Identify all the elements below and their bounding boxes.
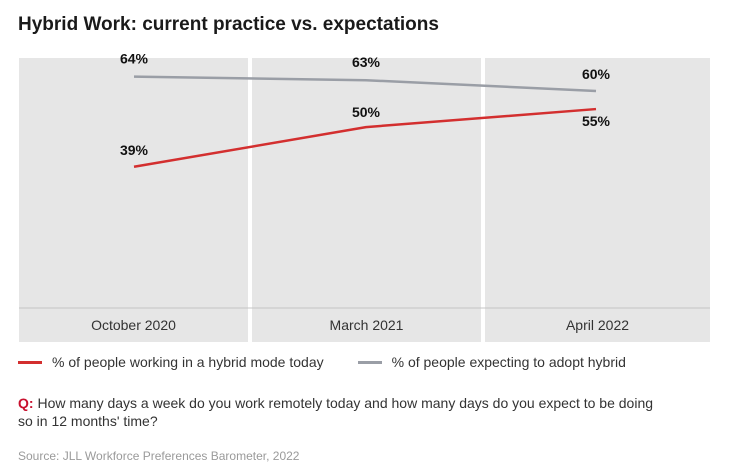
- legend-swatch-hybrid-today: [18, 360, 42, 364]
- series-line-expect-hybrid: [133, 75, 597, 93]
- x-tick-label: April 2022: [566, 317, 629, 333]
- line-chart: October 2020 March 2021 April 2022 39% 50% 55…: [19, 51, 710, 342]
- survey-question: Q: How many days a week do you work remo…: [18, 394, 658, 430]
- legend-item-expect-hybrid: % of people expecting to adopt hybrid: [357, 354, 626, 370]
- legend-label-expect-hybrid: % of people expecting to adopt hybrid: [391, 354, 626, 370]
- x-panel-3: [485, 58, 710, 342]
- chart-title: Hybrid Work: current practice vs. expect…: [18, 14, 439, 35]
- x-panel-1: [19, 58, 248, 342]
- legend-item-hybrid-today: % of people working in a hybrid mode tod…: [18, 354, 324, 370]
- data-label: 39%: [120, 142, 149, 158]
- chart-legend: % of people working in a hybrid mode tod…: [18, 354, 660, 370]
- data-label: 64%: [120, 51, 149, 67]
- x-tick-label: March 2021: [330, 317, 404, 333]
- x-tick-label: October 2020: [91, 317, 176, 333]
- question-text: How many days a week do you work remotel…: [18, 395, 654, 429]
- series-line-hybrid-today: [133, 107, 597, 169]
- data-label: 50%: [352, 104, 381, 120]
- source-note: Source: JLL Workforce Preferences Barome…: [18, 449, 300, 463]
- data-label: 63%: [352, 54, 381, 70]
- legend-label-hybrid-today: % of people working in a hybrid mode tod…: [52, 354, 324, 370]
- data-label: 60%: [582, 66, 611, 82]
- x-panel-2: [252, 58, 481, 342]
- question-prefix: Q:: [18, 395, 34, 411]
- legend-swatch-expect-hybrid: [357, 360, 382, 364]
- data-label: 55%: [582, 113, 611, 129]
